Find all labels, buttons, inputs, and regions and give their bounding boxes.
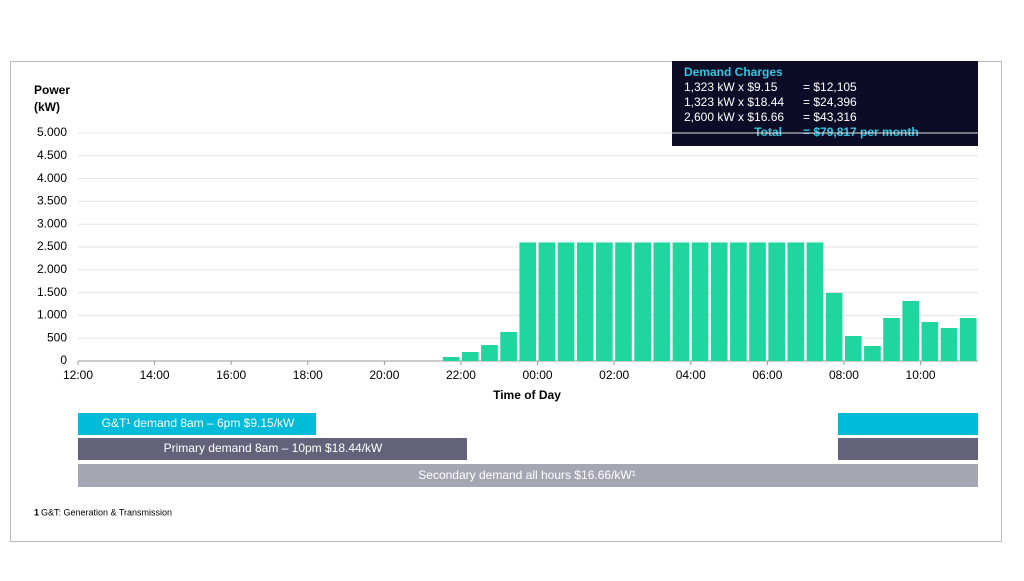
y-tick-label: 2.000	[37, 262, 67, 276]
bar	[576, 242, 594, 361]
band-label: Secondary demand all hours $16.66/kW¹	[418, 468, 635, 482]
y-tick-label: 1.000	[37, 308, 67, 322]
y-tick-label: 0	[60, 353, 67, 367]
demand-row: = $43,316	[803, 110, 857, 124]
x-tick-label: 18:00	[293, 368, 323, 382]
x-tick-label: 02:00	[599, 368, 629, 382]
secondary-band	[78, 464, 978, 487]
y-tick-label: 4.000	[37, 171, 67, 185]
bar	[538, 242, 556, 361]
demand-row: = $12,105	[803, 80, 857, 94]
x-tick-label: 08:00	[829, 368, 859, 382]
gt-band	[78, 413, 316, 435]
bar	[500, 331, 517, 361]
demand-box	[672, 61, 978, 146]
bar	[615, 242, 632, 361]
bar	[806, 242, 824, 361]
frame	[10, 61, 1002, 542]
y-tick-label: 2.500	[37, 239, 67, 253]
x-tick-label: 20:00	[369, 368, 399, 382]
bar	[749, 242, 766, 361]
primary-band	[78, 438, 467, 460]
bar	[902, 300, 920, 361]
bar	[844, 336, 862, 361]
x-tick-label: 22:00	[446, 368, 476, 382]
demand-row: 1,323 kW x $18.44	[684, 95, 784, 109]
x-tick-label: 00:00	[523, 368, 553, 382]
y-tick-label: 3.000	[37, 216, 67, 230]
bar	[442, 356, 460, 361]
x-tick-label: 04:00	[676, 368, 706, 382]
x-axis-title: Time of Day	[493, 388, 561, 402]
bar	[519, 242, 537, 361]
bar	[768, 242, 786, 361]
bar	[864, 345, 881, 361]
footnote-marker: 1	[34, 507, 39, 517]
bar	[730, 242, 747, 361]
bar	[672, 242, 690, 361]
bar	[691, 242, 709, 361]
y-tick-label: 3.500	[37, 194, 67, 208]
bar	[825, 293, 843, 361]
demand-row: 1,323 kW x $9.15	[684, 80, 778, 94]
bar	[959, 317, 977, 361]
demand-total: = $79,817 per month	[803, 125, 919, 139]
bar	[481, 345, 498, 361]
bar	[940, 327, 958, 361]
x-tick-label: 10:00	[906, 368, 936, 382]
x-tick-label: 06:00	[752, 368, 782, 382]
demand-total: Total	[754, 125, 782, 139]
primary-band	[838, 438, 978, 460]
bar	[634, 242, 651, 361]
bar	[710, 242, 728, 361]
bar	[921, 322, 939, 361]
y-axis-title: (kW)	[34, 100, 60, 114]
y-tick-label: 1.500	[37, 285, 67, 299]
x-tick-label: 14:00	[140, 368, 170, 382]
x-tick-label: 12:00	[63, 368, 93, 382]
y-tick-label: 5.000	[37, 125, 67, 139]
bar	[461, 352, 479, 361]
demand-row: 2,600 kW x $16.66	[684, 110, 784, 124]
bar	[653, 242, 671, 361]
bar	[596, 242, 613, 361]
band-label: G&T¹ demand 8am – 6pm $9.15/kW	[102, 416, 295, 430]
y-tick-label: 500	[47, 330, 67, 344]
bar	[787, 242, 805, 361]
demand-row: = $24,396	[803, 95, 857, 109]
y-tick-label: 4.500	[37, 148, 67, 162]
bar	[557, 242, 575, 361]
demand-title: Demand Charges	[684, 65, 783, 79]
band-label: Primary demand 8am – 10pm $18.44/kW	[164, 441, 383, 455]
y-axis-title: Power	[34, 83, 70, 97]
bar	[883, 317, 900, 361]
footnote: G&T: Generation & Transmission	[41, 507, 172, 517]
gt-band	[838, 413, 978, 435]
x-tick-label: 16:00	[216, 368, 246, 382]
